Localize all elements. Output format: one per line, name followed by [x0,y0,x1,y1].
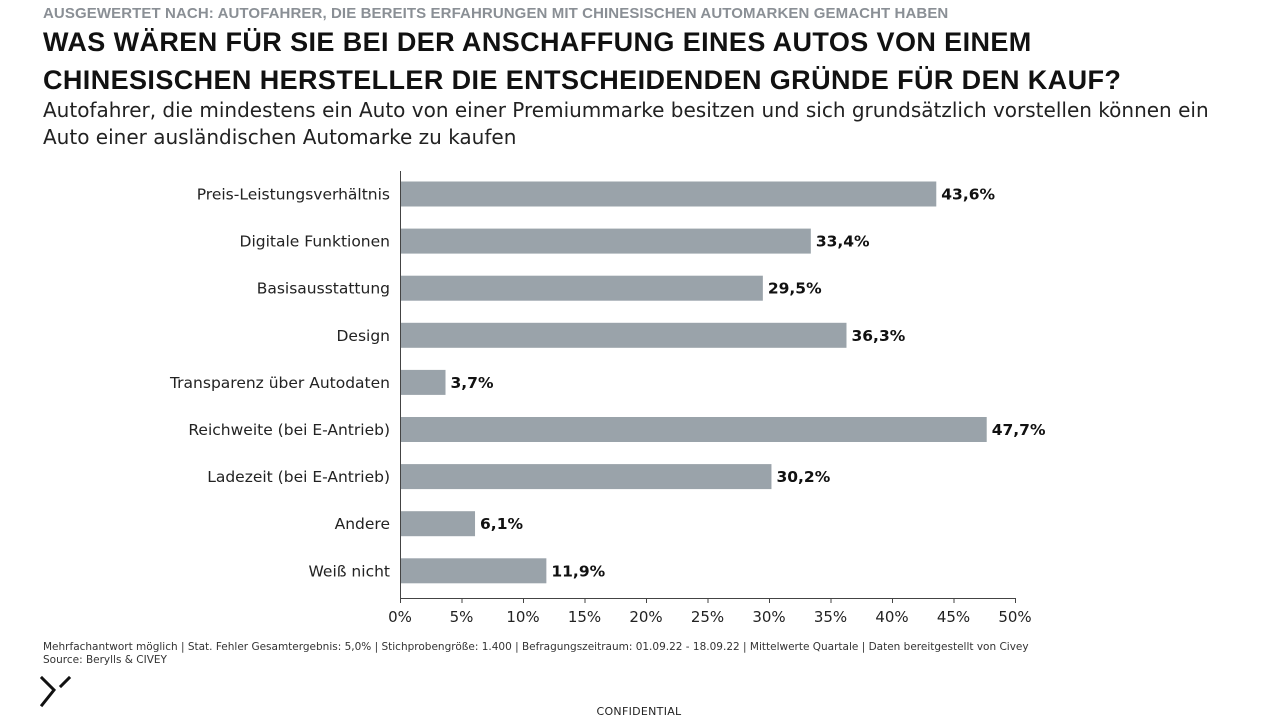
bar [401,181,937,207]
bar [401,322,847,348]
data-label: 36,3% [851,327,905,345]
x-tick-label: 15% [568,608,601,626]
data-label: 43,6% [941,186,995,204]
x-tick-label: 0% [388,608,412,626]
data-label: 33,4% [816,233,870,251]
data-label: 47,7% [992,421,1046,439]
data-label: 3,7% [451,374,494,392]
berylls-logo-icon [40,676,72,708]
category-label: Design [336,327,390,345]
x-tick-label: 30% [752,608,785,626]
x-tick-label: 5% [450,608,474,626]
category-label: Andere [335,515,390,533]
x-tick-label: 20% [629,608,662,626]
x-tick-label: 10% [506,608,539,626]
x-tick-label: 40% [875,608,908,626]
category-label: Basisausstattung [257,280,390,298]
bar [401,511,476,537]
supertitle: AUSGEWERTET NACH: AUTOFAHRER, DIE BEREIT… [43,5,949,22]
source-note: Source: Berylls & CIVEY [43,654,167,666]
category-label: Weiß nicht [308,562,390,580]
bar [401,369,446,395]
category-label: Preis-Leistungsverhältnis [197,186,390,204]
bar [401,417,987,442]
x-tick-label: 25% [691,608,724,626]
data-label: 30,2% [776,468,830,486]
data-label: 29,5% [768,280,822,298]
bar [401,464,772,490]
category-label: Digitale Funktionen [240,233,390,251]
x-tick-label: 50% [998,608,1031,626]
page-title: WAS WÄREN FÜR SIE BEI DER ANSCHAFFUNG EI… [43,27,1122,95]
x-tick-label: 35% [814,608,847,626]
bars-group: Preis-Leistungsverhältnis 43,6% Digitale F… [169,181,1046,584]
bar [401,275,763,301]
axes-group: 0% 5% 10% 15% 20% 25% 30% 35% 40% 45% 50% [388,171,1032,626]
category-label: Ladezeit (bei E-Antrieb) [207,468,390,486]
bar [401,228,811,254]
footnote: Mehrfachantwort möglich | Stat. Fehler G… [43,641,1029,653]
page-subtitle: Autofahrer, die mindestens ein Auto von … [43,98,1209,149]
data-label: 11,9% [551,562,605,580]
x-tick-label: 45% [937,608,970,626]
confidential-label: CONFIDENTIAL [596,705,682,718]
bar [401,558,547,584]
data-label: 6,1% [480,515,523,533]
category-label: Transparenz über Autodaten [169,374,390,392]
category-label: Reichweite (bei E-Antrieb) [188,421,390,439]
